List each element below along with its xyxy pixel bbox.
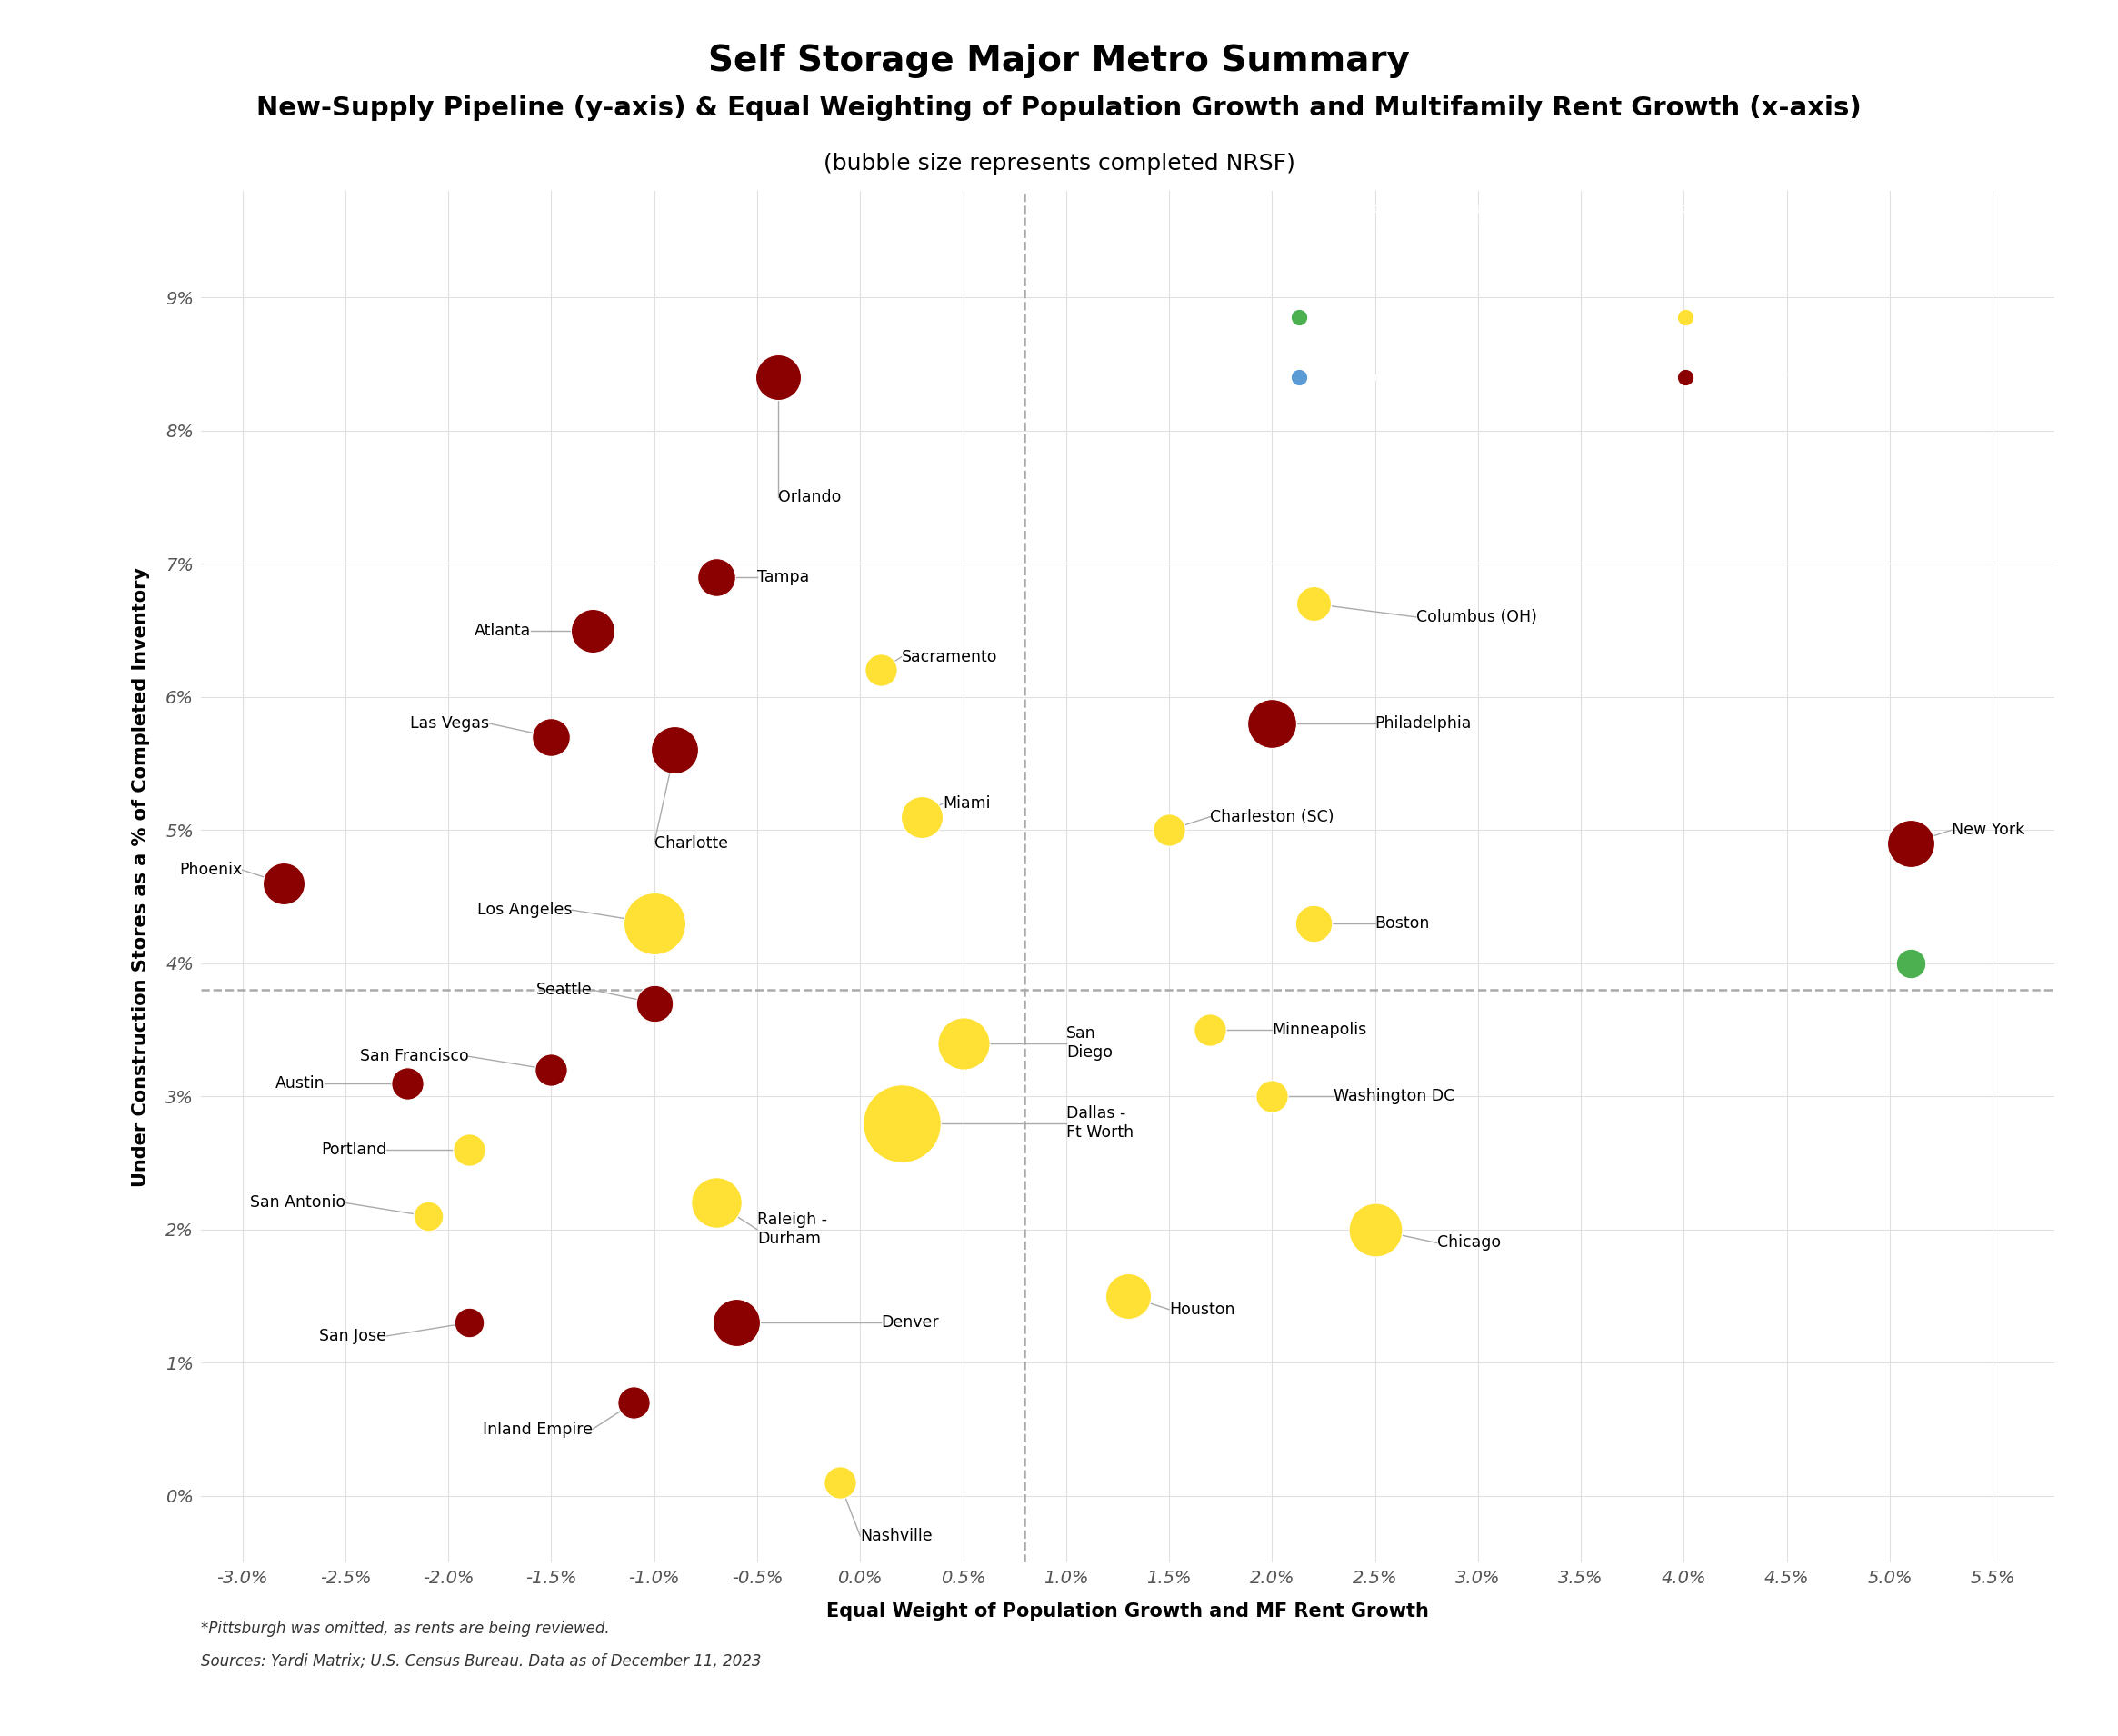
Text: New-Supply Pipeline (y-axis) & Equal Weighting of Population Growth and Multifam: New-Supply Pipeline (y-axis) & Equal Wei…	[256, 95, 1862, 122]
Point	[1669, 365, 1703, 392]
Text: Miami: Miami	[943, 795, 991, 812]
Text: Color legend for metro bubbles based on YoY rent change of
10’x10’ non-climate-c: Color legend for metro bubbles based on …	[1284, 201, 1754, 233]
Point	[451, 1135, 485, 1163]
Point	[720, 1309, 754, 1337]
Text: San
Diego: San Diego	[1065, 1026, 1112, 1061]
Text: 0.1% to 4.9%: 0.1% to 4.9%	[1339, 311, 1432, 323]
Point	[885, 1109, 919, 1137]
Text: Los Angeles: Los Angeles	[477, 901, 572, 918]
Text: Las Vegas: Las Vegas	[411, 715, 489, 733]
Point	[1296, 910, 1330, 937]
Point	[947, 1029, 981, 1057]
Point	[822, 1469, 856, 1496]
Point	[1281, 365, 1315, 392]
Point	[1256, 1083, 1290, 1111]
Text: Denver: Denver	[881, 1314, 938, 1332]
Point	[267, 870, 301, 898]
Point	[638, 990, 671, 1017]
Point	[616, 1389, 650, 1417]
Text: -4.9% to 0%: -4.9% to 0%	[1724, 311, 1809, 323]
Point	[534, 1055, 568, 1083]
Text: Sources: Yardi Matrix; U.S. Census Bureau. Data as of December 11, 2023: Sources: Yardi Matrix; U.S. Census Burea…	[201, 1654, 762, 1670]
Point	[904, 802, 938, 830]
Point	[411, 1203, 445, 1231]
Text: Washington DC: Washington DC	[1334, 1088, 1455, 1104]
Text: Sacramento: Sacramento	[902, 649, 998, 665]
Text: Atlanta: Atlanta	[474, 621, 532, 639]
Text: San Antonio: San Antonio	[250, 1194, 345, 1212]
Text: 5% to 9.9%: 5% to 9.9%	[1339, 372, 1417, 384]
Y-axis label: Under Construction Stores as a % of Completed Inventory: Under Construction Stores as a % of Comp…	[131, 566, 150, 1187]
Point	[699, 1189, 733, 1217]
Text: -5% or lower: -5% or lower	[1724, 372, 1813, 384]
Point	[1192, 1016, 1226, 1043]
Point	[1110, 1283, 1144, 1311]
Point	[1358, 1215, 1392, 1243]
Text: Inland Empire: Inland Empire	[483, 1422, 593, 1437]
Point	[864, 656, 898, 684]
Point	[760, 363, 794, 391]
Text: Boston: Boston	[1375, 915, 1430, 932]
Point	[1669, 302, 1703, 330]
Text: Dallas -
Ft Worth: Dallas - Ft Worth	[1065, 1106, 1133, 1141]
Text: Chicago: Chicago	[1436, 1234, 1500, 1252]
Point	[638, 910, 671, 937]
Text: (bubble size represents completed NRSF): (bubble size represents completed NRSF)	[824, 153, 1294, 175]
Text: San Francisco: San Francisco	[360, 1049, 468, 1064]
Point	[699, 562, 733, 590]
Point	[534, 722, 568, 750]
Point	[659, 736, 693, 764]
Text: Austin: Austin	[275, 1075, 324, 1092]
Text: Houston: Houston	[1169, 1302, 1235, 1318]
Text: Tampa: Tampa	[758, 569, 809, 585]
Text: Seattle: Seattle	[536, 981, 593, 998]
Point	[1296, 590, 1330, 618]
Point	[1152, 816, 1186, 844]
Text: Philadelphia: Philadelphia	[1375, 715, 1472, 733]
Point	[1893, 950, 1927, 977]
Point	[390, 1069, 424, 1097]
Text: Columbus (OH): Columbus (OH)	[1417, 609, 1538, 625]
Point	[1281, 302, 1315, 330]
X-axis label: Equal Weight of Population Growth and MF Rent Growth: Equal Weight of Population Growth and MF…	[826, 1602, 1430, 1621]
Point	[576, 616, 610, 644]
Text: Phoenix: Phoenix	[180, 861, 241, 878]
Text: San Jose: San Jose	[320, 1328, 385, 1344]
Text: Portland: Portland	[320, 1142, 385, 1158]
Text: *Pittsburgh was omitted, as rents are being reviewed.: *Pittsburgh was omitted, as rents are be…	[201, 1621, 610, 1637]
Text: Nashville: Nashville	[860, 1528, 932, 1543]
Text: Minneapolis: Minneapolis	[1273, 1021, 1366, 1038]
Text: Charlotte: Charlotte	[654, 835, 729, 852]
Point	[1256, 710, 1290, 738]
Text: New York: New York	[1951, 821, 2025, 838]
Text: Raleigh -
Durham: Raleigh - Durham	[758, 1212, 828, 1246]
Point	[1893, 830, 1927, 858]
Text: Self Storage Major Metro Summary: Self Storage Major Metro Summary	[707, 43, 1411, 78]
Text: Orlando: Orlando	[777, 490, 841, 505]
Point	[451, 1309, 485, 1337]
Text: Charleston (SC): Charleston (SC)	[1209, 809, 1334, 825]
